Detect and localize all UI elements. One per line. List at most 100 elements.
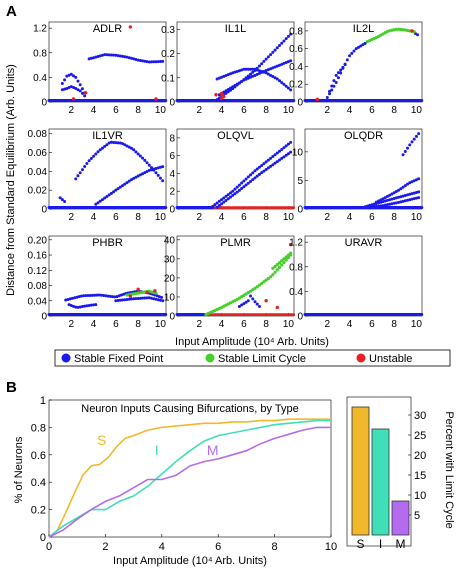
fixed-point [136, 58, 140, 62]
fixed-point [330, 84, 334, 88]
fixed-point [275, 46, 279, 50]
fixed-point [273, 161, 277, 165]
fixed-point [417, 132, 421, 136]
fixed-point [269, 73, 273, 77]
fixed-point [127, 145, 131, 149]
y-tick-label: 0 [41, 312, 47, 323]
series-label-I: I [155, 442, 159, 458]
fixed-point [97, 293, 101, 297]
fixed-point [390, 202, 394, 206]
y-tick-label: 0.12 [28, 266, 48, 277]
fixed-point [127, 179, 131, 183]
fixed-point [352, 49, 356, 53]
fixed-point [289, 59, 293, 63]
x-tick-label: 10 [283, 212, 295, 223]
x-tick-label: 8 [263, 212, 269, 223]
bar-chart-y-axis-label: Percent with Limit Cycle [443, 411, 455, 528]
fixed-point [343, 63, 347, 67]
y-tick-label: 0 [297, 312, 303, 323]
fixed-point [278, 158, 282, 162]
unstable-point [84, 91, 88, 95]
fixed-point [143, 296, 147, 300]
fixed-point [125, 297, 129, 301]
x-tick-label: 2 [197, 319, 203, 330]
fixed-point [385, 194, 389, 198]
fixed-point [278, 149, 282, 153]
fixed-point [158, 59, 162, 63]
fixed-point [390, 192, 394, 196]
fixed-point [286, 34, 290, 38]
fixed-point [147, 163, 151, 167]
y-tick-label: 0.4 [289, 287, 303, 298]
fixed-point [136, 152, 140, 156]
fixed-point [150, 166, 154, 170]
y-tick-label: 0.1 [161, 73, 175, 84]
fixed-point [63, 78, 67, 82]
fixed-point [350, 51, 354, 55]
fixed-point [269, 164, 273, 168]
fixed-point [76, 174, 80, 178]
fixed-point [410, 180, 414, 184]
fixed-point [383, 203, 387, 207]
fixed-point [118, 54, 122, 58]
fixed-point [96, 201, 100, 205]
fixed-point [249, 67, 253, 71]
fixed-point [240, 181, 244, 185]
fixed-point [164, 313, 168, 316]
fixed-point [112, 53, 116, 57]
y-tick-label: 0.2 [161, 49, 175, 60]
fixed-point [129, 146, 133, 150]
fixed-point [103, 144, 107, 148]
x-tick-label: 8 [391, 212, 397, 223]
fixed-point [251, 67, 255, 71]
limit-cycle-point [266, 276, 270, 281]
category-label-I: I [379, 537, 382, 551]
fixed-point [158, 176, 162, 180]
fixed-point [107, 193, 111, 197]
fixed-point [417, 196, 421, 200]
fixed-point [114, 141, 118, 145]
fixed-point [282, 82, 286, 86]
y-tick-label: 10 [414, 490, 426, 502]
fixed-point [95, 293, 99, 297]
fixed-point [164, 206, 168, 209]
x-tick-label: 2 [69, 105, 75, 116]
fixed-point [251, 297, 255, 301]
y-tick-label: 0.02 [28, 186, 48, 197]
unstable-point [214, 93, 218, 97]
fixed-point [275, 160, 279, 164]
fixed-point [416, 33, 420, 37]
fixed-point [228, 86, 232, 90]
x-tick-label: 8 [135, 105, 141, 116]
fixed-point [231, 193, 235, 197]
fixed-point [69, 72, 73, 76]
fixed-point [246, 67, 250, 71]
limit-cycle-point [260, 281, 264, 286]
x-tick-label: 10 [411, 212, 423, 223]
y-tick-label: 0.4 [289, 62, 303, 73]
fixed-point [412, 179, 416, 183]
fixed-point [388, 202, 392, 206]
fixed-point [383, 196, 387, 200]
fixed-point [145, 161, 149, 165]
x-tick-label: 4 [347, 212, 353, 223]
series-label-M: M [207, 442, 219, 458]
fixed-point [253, 176, 257, 180]
line-chart-frame [48, 399, 332, 538]
fixed-point [237, 81, 241, 85]
fixed-point [156, 173, 160, 177]
fixed-point [280, 156, 284, 160]
limit-cycle-point [277, 261, 282, 265]
subplot-plmr: PLMR 0 10 20 30 40 2 4 6 8 10 [164, 235, 296, 330]
y-tick-label: 0.6 [289, 44, 303, 55]
fixed-point [118, 185, 122, 189]
unstable-point [288, 242, 293, 247]
x-tick-label: 10 [155, 319, 167, 330]
fixed-point [138, 59, 142, 63]
unstable-point [128, 25, 133, 29]
fixed-point [138, 296, 142, 300]
fixed-point [417, 177, 421, 181]
fixed-point [123, 55, 127, 59]
fixed-point [92, 154, 96, 158]
